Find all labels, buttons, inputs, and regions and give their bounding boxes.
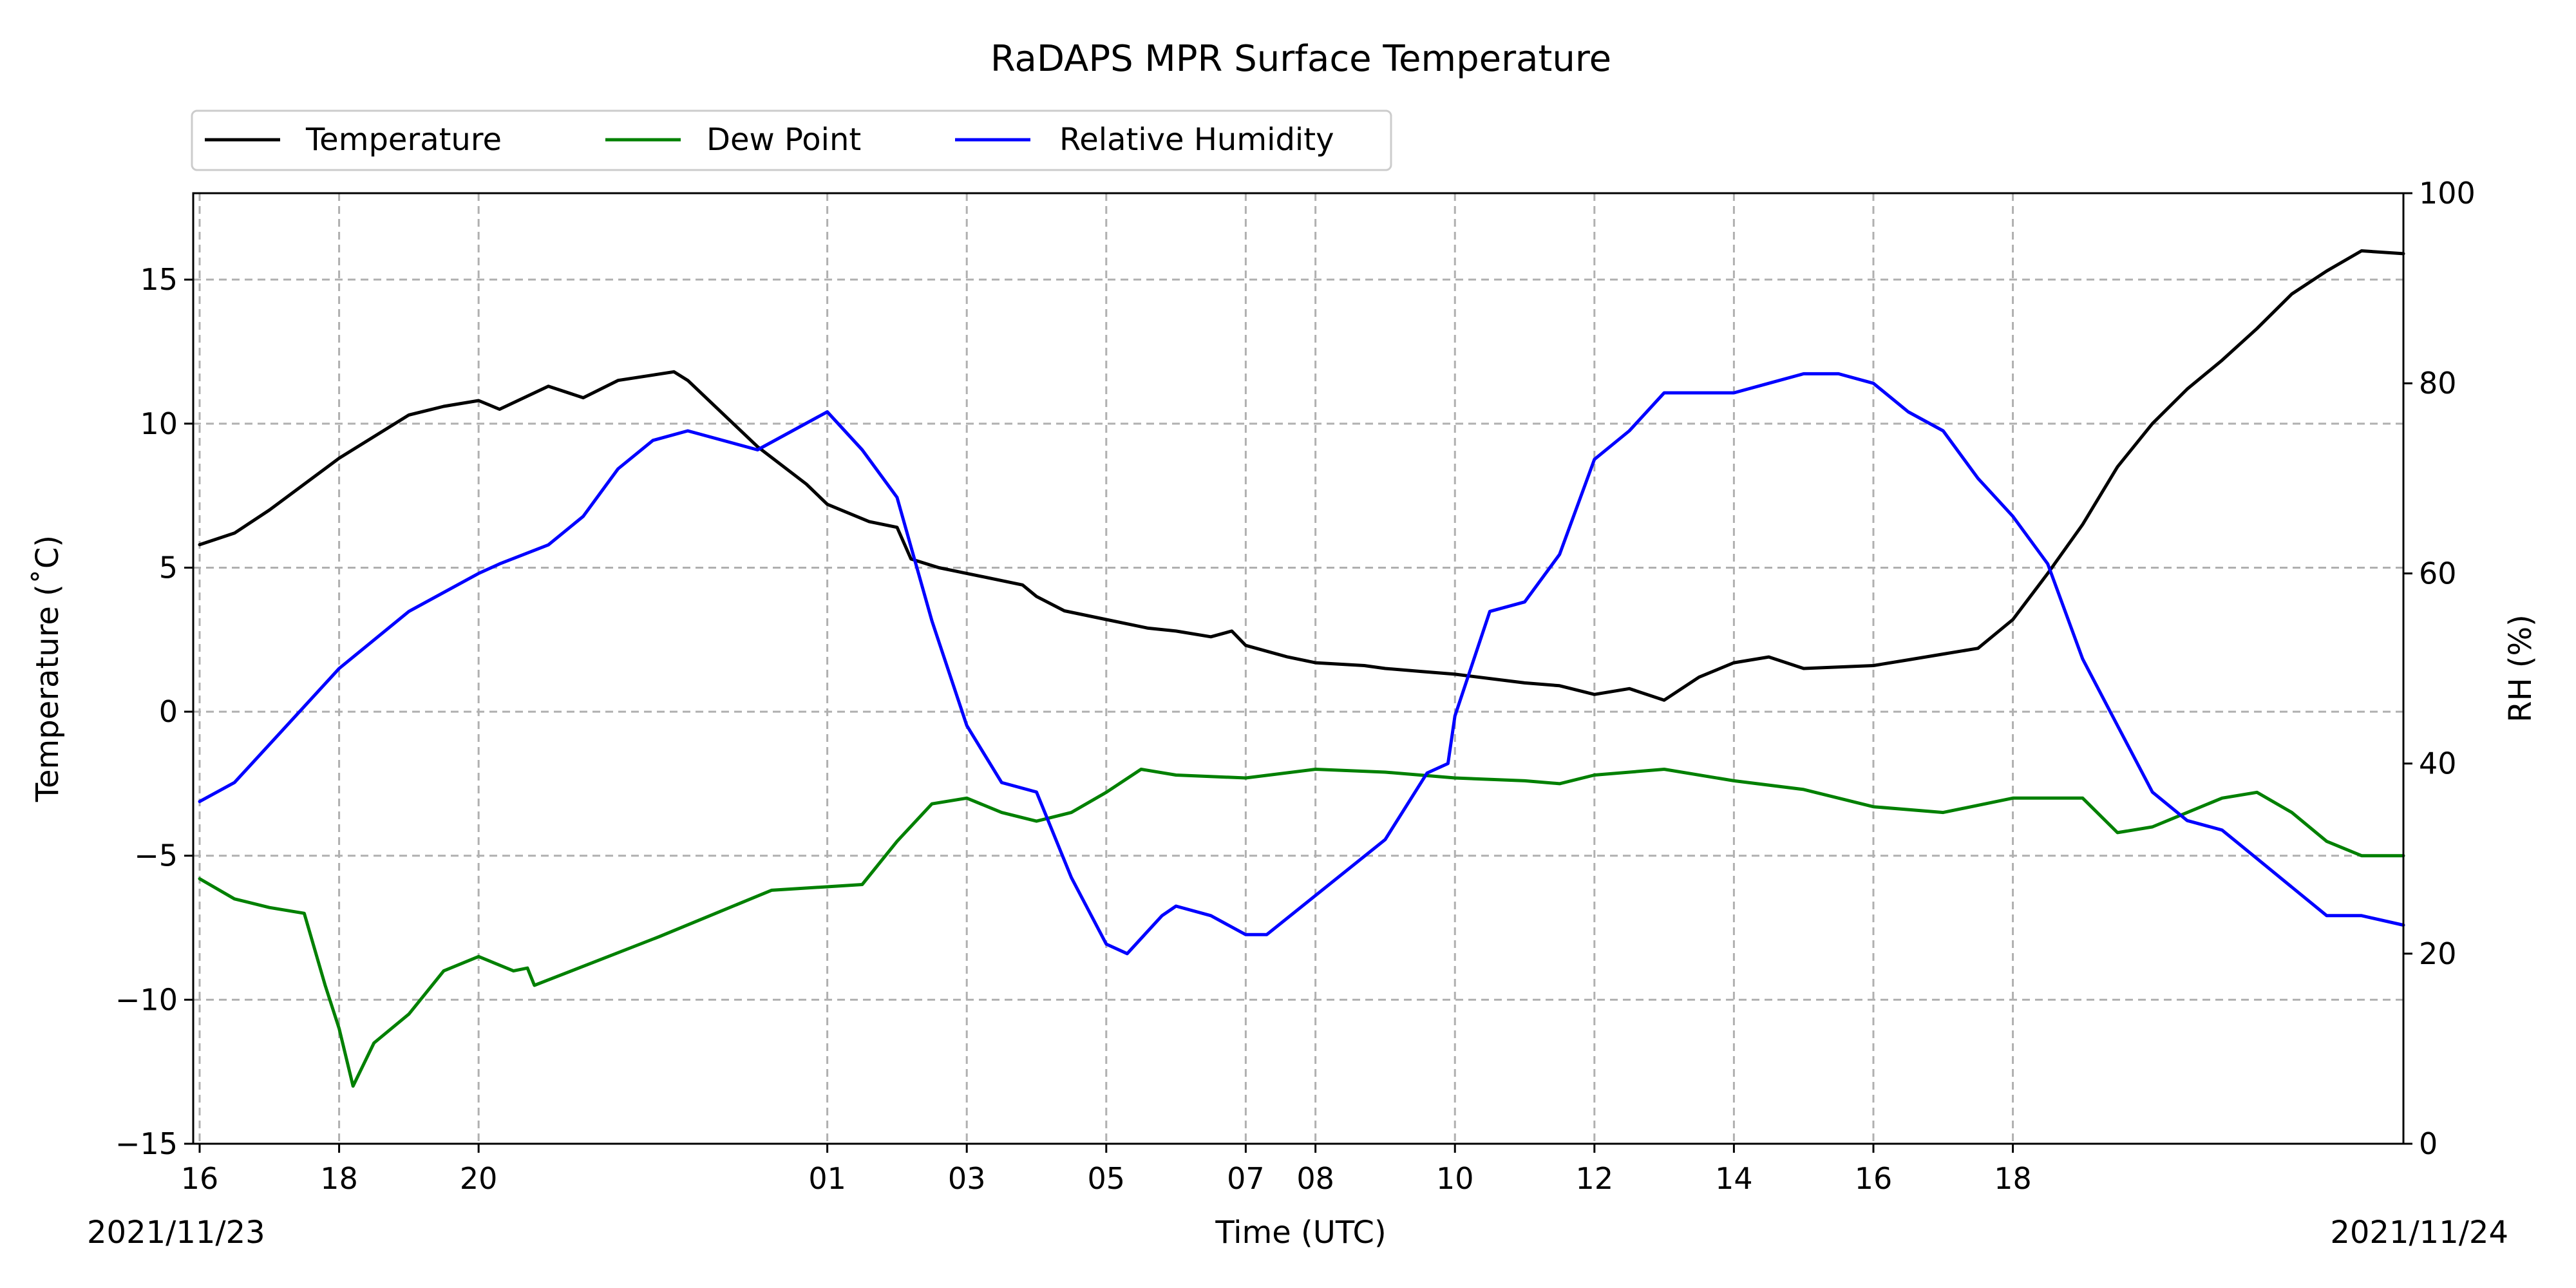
x-tick-label: 14 bbox=[1715, 1161, 1753, 1196]
y-right-tick-label: 100 bbox=[2419, 176, 2476, 211]
chart-title: RaDAPS MPR Surface Temperature bbox=[990, 38, 1611, 80]
y-left-tick-label: −10 bbox=[115, 982, 178, 1017]
date-start-label: 2021/11/23 bbox=[87, 1215, 265, 1251]
x-tick-label: 20 bbox=[460, 1161, 498, 1196]
y-right-tick-label: 20 bbox=[2419, 936, 2457, 971]
relative-humidity-line bbox=[198, 372, 2405, 956]
x-tick-label: 18 bbox=[320, 1161, 358, 1196]
y-left-tick-label: 0 bbox=[159, 694, 178, 729]
legend-box bbox=[191, 109, 1392, 171]
y-left-tick-label: 5 bbox=[159, 550, 178, 585]
y-right-tick-label: 0 bbox=[2419, 1126, 2438, 1161]
x-axis-label: Time (UTC) bbox=[1215, 1215, 1386, 1251]
tick-group: 16 18 20 01 03 05 07 08 10 12 14 16 18 15 10 5 0 −10 −5 −15… bbox=[115, 176, 2476, 1196]
legend-label-relative-humidity: Relative Humidity bbox=[1059, 122, 1334, 158]
x-tick-label: 05 bbox=[1088, 1161, 1126, 1196]
grid bbox=[193, 193, 2403, 1145]
y-left-tick-label: 15 bbox=[140, 262, 178, 297]
series-group bbox=[198, 249, 2405, 1088]
legend-label-temperature: Temperature bbox=[305, 122, 502, 158]
x-tick-label: 07 bbox=[1227, 1161, 1265, 1196]
legend: Temperature Dew Point Relative Humidity bbox=[191, 109, 1392, 171]
y-left-tick-label: −5 bbox=[134, 838, 178, 873]
x-tick-label: 03 bbox=[948, 1161, 986, 1196]
x-tick-label: 18 bbox=[1994, 1161, 2032, 1196]
x-tick-label: 08 bbox=[1296, 1161, 1334, 1196]
dew-point-line bbox=[198, 768, 2405, 1088]
x-tick-label: 16 bbox=[181, 1161, 219, 1196]
y-left-tick-label: 10 bbox=[140, 406, 178, 441]
plot-frame bbox=[192, 192, 2405, 1145]
temperature-line bbox=[198, 249, 2405, 702]
x-tick-label: 12 bbox=[1576, 1161, 1614, 1196]
y-right-tick-label: 60 bbox=[2419, 556, 2457, 591]
y-axis-label-left: Temperature (˚C) bbox=[30, 535, 66, 802]
date-end-label: 2021/11/24 bbox=[2330, 1215, 2508, 1251]
y-right-tick-label: 40 bbox=[2419, 746, 2457, 781]
x-tick-label: 01 bbox=[808, 1161, 846, 1196]
y-left-tick-label: −15 bbox=[115, 1126, 178, 1161]
y-right-tick-label: 80 bbox=[2419, 366, 2457, 401]
x-tick-label: 10 bbox=[1436, 1161, 1474, 1196]
legend-label-dew-point: Dew Point bbox=[706, 122, 861, 158]
x-tick-label: 16 bbox=[1855, 1161, 1893, 1196]
y-axis-label-right: RH (%) bbox=[2503, 614, 2539, 723]
